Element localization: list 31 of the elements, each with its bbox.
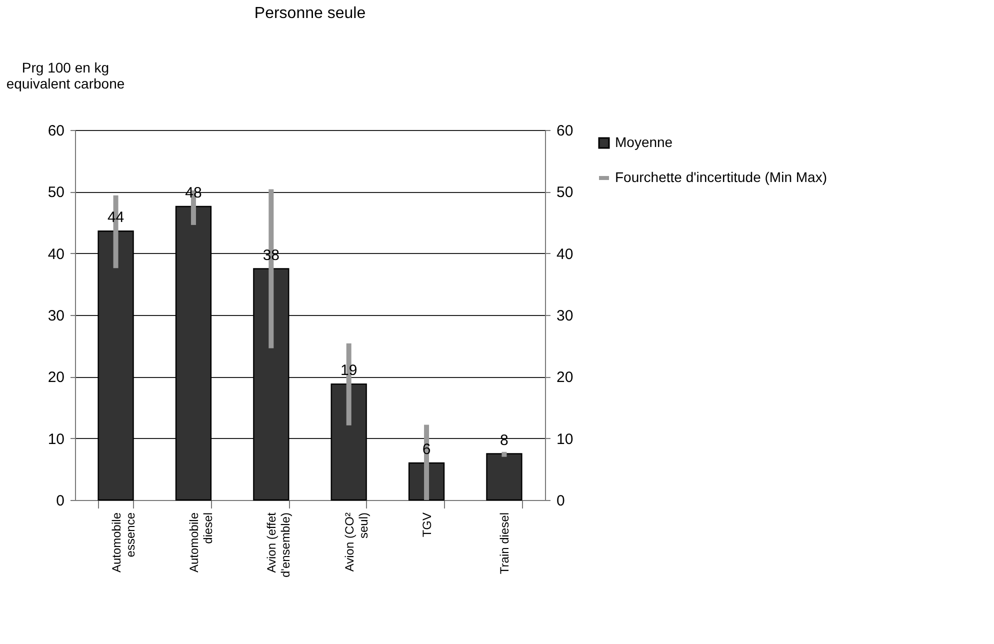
y2-tick-label: 10 [556, 430, 574, 448]
y2-tick-label: 40 [556, 246, 574, 263]
y-tick-label: 30 [48, 308, 64, 324]
text: Fourchette d'incertitude (Min Max) [615, 169, 827, 185]
x-tick-label: Avion (CO² seul) [342, 512, 370, 572]
y-tick-label: 20 [48, 369, 64, 386]
bar [253, 268, 290, 501]
bar [98, 230, 134, 501]
y2-tick-label: 20 [556, 369, 574, 386]
y-tick-label: 60 [48, 122, 64, 140]
bar [175, 206, 212, 501]
y2-tick-label: 30 [556, 308, 574, 324]
x-tick-label: TGV [420, 512, 434, 538]
x-tick-label: Automobile essence [109, 512, 138, 573]
y2-tick-label: 0 [556, 492, 565, 510]
y-tick-label: 40 [48, 246, 64, 263]
bar [486, 453, 522, 501]
y-tick-label: 50 [48, 184, 64, 202]
x-tick-label: Train diesel [498, 512, 512, 574]
bar [330, 383, 367, 501]
y-tick-label: 0 [56, 492, 64, 510]
y-axis-title: Prg 100 en kg equivalent carbone [6, 60, 125, 92]
data-label: 44 [107, 209, 124, 226]
legend-label: Moyenne [615, 134, 673, 150]
chart-title: Personne seule [254, 5, 366, 22]
y-tick-label: 10 [48, 430, 64, 448]
x-tick-label: Avion (effet d'ensemble) [264, 512, 293, 578]
data-label: 19 [340, 362, 358, 380]
y2-tick-label: 60 [556, 122, 574, 140]
x-tick-label: Automobile diesel [186, 512, 215, 573]
y2-tick-label: 50 [556, 184, 574, 202]
